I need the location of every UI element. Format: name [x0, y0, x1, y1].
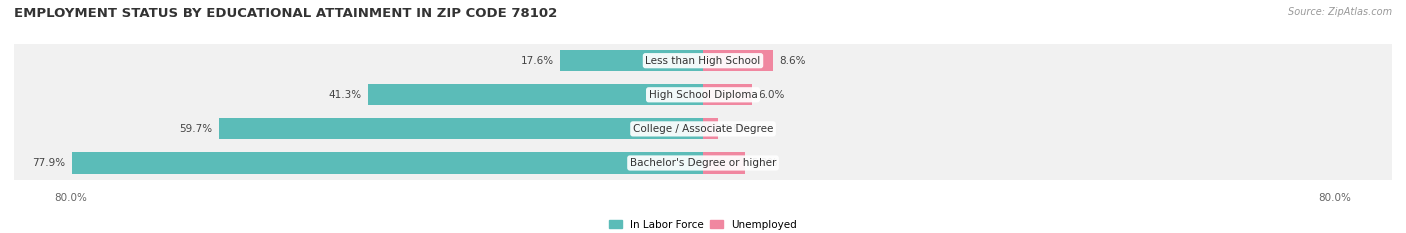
Bar: [703, 84, 752, 105]
Text: High School Diploma: High School Diploma: [648, 90, 758, 100]
Text: 77.9%: 77.9%: [32, 158, 65, 168]
Bar: [14, 146, 1392, 180]
Bar: [703, 118, 717, 140]
Text: Less than High School: Less than High School: [645, 56, 761, 66]
Text: Bachelor's Degree or higher: Bachelor's Degree or higher: [630, 158, 776, 168]
Bar: [561, 50, 703, 71]
Text: 8.6%: 8.6%: [779, 56, 806, 66]
Text: 1.8%: 1.8%: [724, 124, 751, 134]
Bar: [703, 50, 773, 71]
Text: 80.0%: 80.0%: [55, 193, 87, 203]
Bar: [219, 118, 703, 140]
Bar: [14, 112, 1392, 146]
Legend: In Labor Force, Unemployed: In Labor Force, Unemployed: [609, 220, 797, 230]
Text: 6.0%: 6.0%: [758, 90, 785, 100]
Bar: [703, 152, 745, 174]
Bar: [14, 44, 1392, 78]
Bar: [368, 84, 703, 105]
Text: 5.2%: 5.2%: [752, 158, 778, 168]
Text: Source: ZipAtlas.com: Source: ZipAtlas.com: [1288, 7, 1392, 17]
Text: EMPLOYMENT STATUS BY EDUCATIONAL ATTAINMENT IN ZIP CODE 78102: EMPLOYMENT STATUS BY EDUCATIONAL ATTAINM…: [14, 7, 557, 20]
Bar: [14, 78, 1392, 112]
Bar: [72, 152, 703, 174]
Text: College / Associate Degree: College / Associate Degree: [633, 124, 773, 134]
Text: 41.3%: 41.3%: [329, 90, 361, 100]
Text: 59.7%: 59.7%: [180, 124, 212, 134]
Text: 17.6%: 17.6%: [520, 56, 554, 66]
Text: 80.0%: 80.0%: [1319, 193, 1351, 203]
